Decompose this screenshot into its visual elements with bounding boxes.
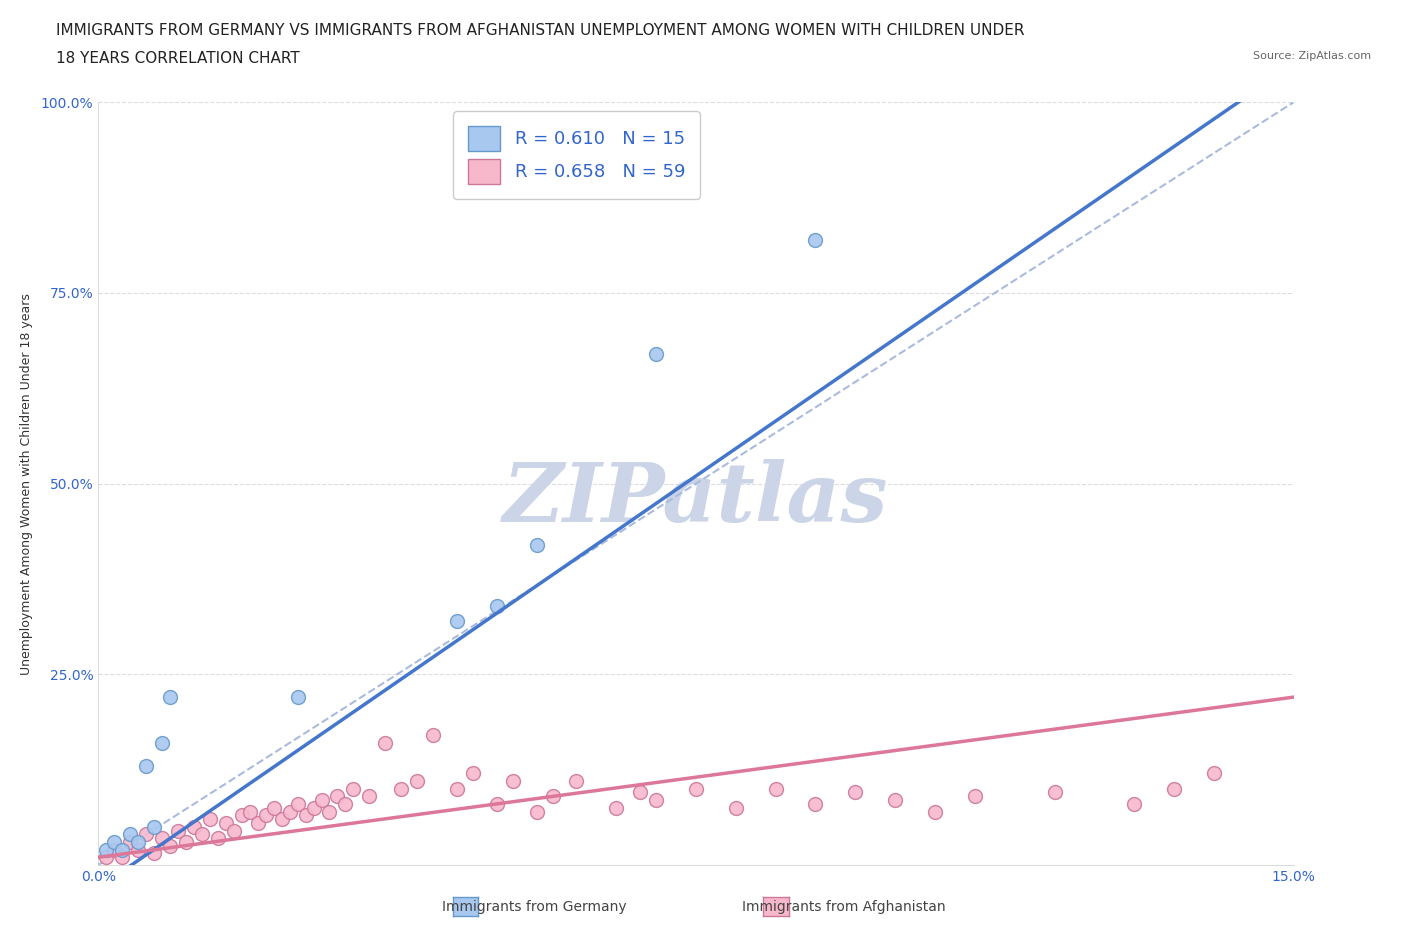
Text: Immigrants from Afghanistan: Immigrants from Afghanistan — [742, 899, 945, 914]
Text: ZIPatlas: ZIPatlas — [503, 458, 889, 538]
Point — [335, 796, 357, 811]
Point — [485, 598, 508, 613]
Point — [526, 804, 548, 819]
Point — [150, 736, 173, 751]
Point — [628, 785, 651, 800]
Point — [96, 850, 118, 865]
Point — [645, 792, 668, 807]
Point — [541, 789, 564, 804]
Point — [326, 789, 349, 804]
Point — [685, 781, 707, 796]
Point — [963, 789, 986, 804]
Legend: R = 0.610   N = 15, R = 0.658   N = 59: R = 0.610 N = 15, R = 0.658 N = 59 — [453, 112, 700, 198]
Point — [605, 800, 627, 815]
Point — [287, 690, 309, 705]
Point — [198, 812, 221, 827]
Point — [1123, 796, 1146, 811]
Point — [174, 834, 197, 849]
Point — [1163, 781, 1185, 796]
Point — [446, 614, 468, 629]
Point — [135, 758, 157, 773]
Point — [389, 781, 412, 796]
Point — [215, 816, 238, 830]
Point — [150, 830, 173, 845]
Point — [167, 823, 190, 838]
Point — [461, 766, 484, 781]
Point — [103, 834, 125, 849]
Point — [804, 796, 827, 811]
Point — [159, 839, 181, 854]
Point — [1202, 766, 1225, 781]
Point — [103, 843, 125, 857]
Point — [342, 781, 364, 796]
Point — [526, 538, 548, 552]
Point — [446, 781, 468, 796]
Text: Source: ZipAtlas.com: Source: ZipAtlas.com — [1253, 51, 1371, 61]
Point — [263, 800, 285, 815]
Point — [159, 690, 181, 705]
Point — [246, 816, 269, 830]
Point — [278, 804, 301, 819]
Point — [96, 843, 118, 857]
Point — [127, 834, 149, 849]
Point — [844, 785, 866, 800]
Point — [239, 804, 262, 819]
Point — [1043, 785, 1066, 800]
Point — [120, 827, 142, 842]
Text: IMMIGRANTS FROM GERMANY VS IMMIGRANTS FROM AFGHANISTAN UNEMPLOYMENT AMONG WOMEN : IMMIGRANTS FROM GERMANY VS IMMIGRANTS FR… — [56, 23, 1025, 38]
Point — [183, 819, 205, 834]
Point — [374, 736, 396, 751]
Point — [502, 774, 524, 789]
Point — [143, 819, 166, 834]
Point — [884, 792, 907, 807]
Point — [135, 827, 157, 842]
Point — [302, 800, 325, 815]
Point — [485, 796, 508, 811]
Point — [422, 728, 444, 743]
Point — [645, 347, 668, 362]
Point — [120, 834, 142, 849]
Point — [318, 804, 340, 819]
Point — [294, 808, 316, 823]
Point — [127, 843, 149, 857]
Text: Immigrants from Germany: Immigrants from Germany — [441, 899, 627, 914]
Point — [207, 830, 229, 845]
Point — [804, 232, 827, 247]
Point — [222, 823, 245, 838]
Point — [111, 843, 134, 857]
Point — [765, 781, 787, 796]
Y-axis label: Unemployment Among Women with Children Under 18 years: Unemployment Among Women with Children U… — [20, 293, 32, 674]
Point — [231, 808, 253, 823]
Point — [287, 796, 309, 811]
Point — [191, 827, 214, 842]
Point — [724, 800, 747, 815]
Point — [254, 808, 277, 823]
Text: 18 YEARS CORRELATION CHART: 18 YEARS CORRELATION CHART — [56, 51, 299, 66]
Point — [924, 804, 946, 819]
Point — [111, 850, 134, 865]
Point — [406, 774, 429, 789]
Point — [143, 846, 166, 861]
Point — [565, 774, 588, 789]
Point — [359, 789, 381, 804]
Point — [311, 792, 333, 807]
Point — [270, 812, 292, 827]
